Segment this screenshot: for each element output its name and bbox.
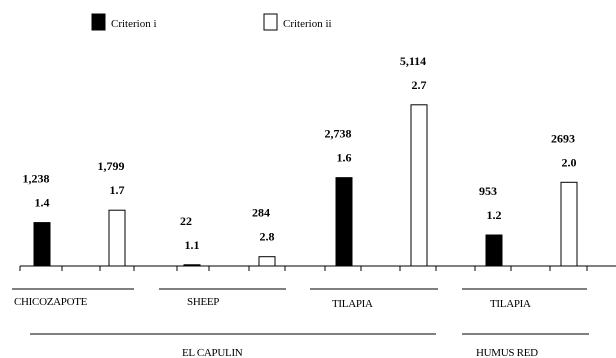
data-label-count: 2693 bbox=[551, 131, 575, 145]
group-label: HUMUS RED bbox=[476, 347, 538, 358]
legend-label-criterion-ii: Criterion ii bbox=[283, 18, 332, 30]
data-label-ratio: 1.4 bbox=[35, 196, 50, 210]
data-label-count: 5,114 bbox=[400, 54, 426, 68]
category-label: CHICOZAPOTE bbox=[14, 296, 88, 308]
data-label-count: 22 bbox=[180, 214, 192, 228]
bar-criterion-i bbox=[335, 177, 353, 267]
data-label-ratio: 2.8 bbox=[260, 230, 275, 244]
group-labels: EL CAPULIN HUMUS RED bbox=[30, 333, 589, 358]
category-label: SHEEP bbox=[187, 296, 219, 308]
data-labels: 1.4 1,238 1.1 22 1.6 2,738 1.2 953 1.7 1,799 2.8 28… bbox=[23, 54, 577, 252]
category-label: TILAPIA bbox=[490, 298, 531, 310]
bar-criterion-i bbox=[33, 222, 51, 267]
data-label-count: 1,799 bbox=[98, 159, 125, 173]
data-label-count: 284 bbox=[252, 206, 270, 220]
bar-criterion-ii bbox=[108, 209, 126, 267]
bar-criterion-i bbox=[485, 234, 503, 267]
legend: Criterion i Criterion ii bbox=[91, 13, 332, 31]
data-label-count: 2,738 bbox=[325, 127, 352, 141]
legend-swatch-criterion-ii bbox=[263, 13, 278, 31]
group-label: EL CAPULIN bbox=[182, 347, 243, 358]
data-label-count: 1,238 bbox=[23, 172, 50, 186]
data-label-ratio: 1.1 bbox=[185, 238, 200, 252]
bar-criterion-ii bbox=[258, 256, 276, 267]
bar-criterion-i bbox=[183, 264, 201, 267]
legend-swatch-criterion-i bbox=[91, 13, 106, 31]
data-label-ratio: 2.7 bbox=[412, 78, 427, 92]
data-label-ratio: 1.6 bbox=[337, 151, 352, 165]
category-labels: CHICOZAPOTE SHEEP TILAPIA TILAPIA bbox=[12, 288, 587, 310]
bar-criterion-ii bbox=[560, 181, 578, 267]
data-label-ratio: 1.7 bbox=[110, 183, 125, 197]
category-label: TILAPIA bbox=[332, 298, 373, 310]
data-label-ratio: 2.0 bbox=[562, 155, 577, 169]
x-axis-ticks bbox=[19, 266, 588, 271]
bars bbox=[33, 104, 578, 267]
data-label-ratio: 1.2 bbox=[487, 208, 502, 222]
bar-criterion-ii bbox=[410, 104, 428, 267]
data-label-count: 953 bbox=[479, 184, 497, 198]
legend-label-criterion-i: Criterion i bbox=[111, 18, 157, 30]
